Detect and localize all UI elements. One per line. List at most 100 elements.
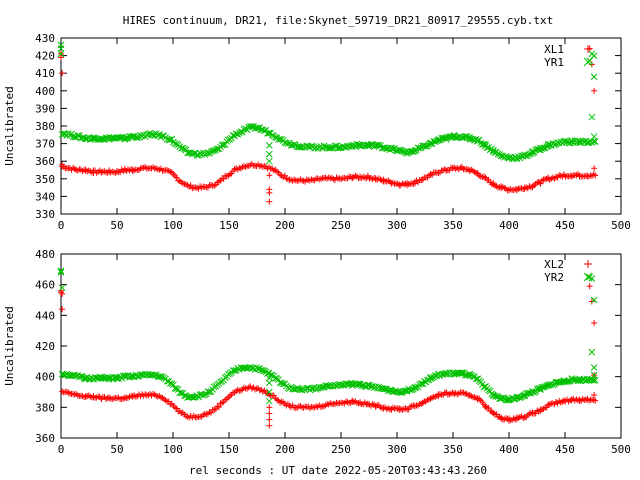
data-point-yr1 xyxy=(91,134,99,142)
legend-swatch-xl2 xyxy=(584,260,592,268)
data-point-yr2 xyxy=(163,377,171,385)
bottom-legend: XL2 YR2 xyxy=(544,258,593,284)
data-point-yr1 xyxy=(71,133,79,141)
data-point-yr2 xyxy=(472,375,480,383)
outlier-point-xl1 xyxy=(266,189,273,196)
outlier-point-xl1 xyxy=(266,172,273,179)
x-tick-label: 300 xyxy=(387,219,407,232)
data-point-yr2 xyxy=(204,388,212,395)
data-point-xl1 xyxy=(291,176,298,183)
outlier-point-xl1 xyxy=(591,165,598,172)
data-point-xl1 xyxy=(480,173,487,180)
data-point-yr1 xyxy=(422,142,430,150)
bottom-ticks: 0 50 100 150 200 250 300 350 400 450 500 360 380 400 4… xyxy=(35,248,631,456)
data-point-yr2 xyxy=(380,385,387,393)
data-point-yr1 xyxy=(268,131,276,139)
data-point-yr1 xyxy=(159,132,166,140)
outlier-point-xl1 xyxy=(59,70,66,77)
data-point-yr1 xyxy=(190,149,198,157)
data-point-xl2 xyxy=(460,389,467,396)
outlier-point-xl2 xyxy=(59,306,66,313)
outlier-point-yr2 xyxy=(58,284,66,292)
data-point-xl2 xyxy=(71,391,78,398)
data-point-xl1 xyxy=(215,178,222,185)
data-point-xl1 xyxy=(109,168,116,175)
data-point-xl1 xyxy=(283,175,290,182)
outlier-point-yr1 xyxy=(265,150,273,158)
top-ylabel: Uncalibrated xyxy=(3,86,16,165)
data-point-yr2 xyxy=(279,380,287,388)
data-point-yr1 xyxy=(478,141,486,148)
outlier-point-yr1 xyxy=(588,113,596,121)
top-panel: Uncalibrated 0 50 100 150 200 250 300 350 400 450… xyxy=(3,32,631,232)
y-tick-label: 360 xyxy=(35,432,55,445)
data-point-yr2 xyxy=(516,394,524,402)
data-point-yr1 xyxy=(272,133,279,141)
data-point-yr1 xyxy=(123,134,130,142)
data-point-xl2 xyxy=(65,389,72,396)
data-point-yr2 xyxy=(458,369,466,377)
data-point-yr1 xyxy=(591,138,599,145)
data-point-xl1 xyxy=(499,184,506,191)
x-tick-label: 500 xyxy=(611,219,631,232)
data-point-xl1 xyxy=(458,164,465,171)
bottom-panel: Uncalibrated 0 50 100 150 200 250 300 350 400 450… xyxy=(3,248,631,456)
outlier-point-yr1 xyxy=(265,157,273,165)
data-point-yr2 xyxy=(590,377,598,384)
data-point-yr1 xyxy=(328,144,336,152)
data-point-yr1 xyxy=(331,142,339,150)
data-point-xl2 xyxy=(335,400,342,407)
outlier-point-xl2 xyxy=(266,404,273,411)
data-point-yr2 xyxy=(457,369,464,377)
y-tick-label: 410 xyxy=(35,67,55,80)
x-tick-label: 150 xyxy=(219,219,239,232)
data-point-yr1 xyxy=(290,141,298,148)
outlier-point-yr2 xyxy=(265,397,273,405)
x-tick-label: 500 xyxy=(611,443,631,456)
outlier-point-xl2 xyxy=(591,320,598,326)
data-point-xl1 xyxy=(327,175,334,182)
data-point-yr1 xyxy=(265,129,273,137)
y-tick-label: 460 xyxy=(35,279,55,292)
data-point-xl2 xyxy=(115,394,122,401)
data-point-yr2 xyxy=(77,372,85,380)
data-point-yr2 xyxy=(397,389,405,397)
data-point-xl2 xyxy=(350,398,357,405)
y-tick-label: 390 xyxy=(35,102,55,115)
legend-swatch-yr1 xyxy=(583,57,593,67)
x-tick-label: 200 xyxy=(275,443,295,456)
y-tick-label: 380 xyxy=(35,401,55,414)
legend-label-xl1: XL1 xyxy=(544,43,564,56)
legend-swatch-xl1 xyxy=(584,45,592,53)
data-point-xl2 xyxy=(120,395,127,402)
data-point-xl1 xyxy=(156,166,163,173)
data-point-xl1 xyxy=(187,182,194,189)
data-point-xl2 xyxy=(208,409,215,416)
top-data-marks xyxy=(57,41,599,205)
y-tick-label: 340 xyxy=(35,190,55,203)
y-tick-label: 400 xyxy=(35,371,55,384)
data-point-xl1 xyxy=(74,167,81,174)
outlier-point-yr2 xyxy=(590,371,598,379)
outlier-point-yr2 xyxy=(590,364,598,371)
data-point-yr1 xyxy=(522,152,530,160)
data-point-xl2 xyxy=(215,404,222,411)
x-tick-label: 200 xyxy=(275,219,295,232)
data-point-yr1 xyxy=(97,135,105,143)
y-tick-label: 430 xyxy=(35,32,55,45)
data-point-xl2 xyxy=(253,385,260,392)
data-point-xl1 xyxy=(211,182,218,189)
data-point-xl1 xyxy=(441,166,448,173)
data-point-xl2 xyxy=(270,392,277,399)
x-tick-label: 350 xyxy=(443,443,463,456)
x-tick-label: 350 xyxy=(443,219,463,232)
x-tick-label: 50 xyxy=(110,443,123,456)
y-tick-label: 400 xyxy=(35,85,55,98)
outlier-point-xl1 xyxy=(591,87,598,94)
chart-title: HIRES continuum, DR21, file:Skynet_59719… xyxy=(123,14,553,27)
data-point-xl1 xyxy=(568,172,575,179)
data-point-yr1 xyxy=(562,137,569,145)
bottom-ylabel: Uncalibrated xyxy=(3,306,16,385)
data-point-yr1 xyxy=(210,147,218,154)
top-ticks: 0 50 100 150 200 250 300 350 400 450 500 330 340 350 3… xyxy=(35,32,631,232)
